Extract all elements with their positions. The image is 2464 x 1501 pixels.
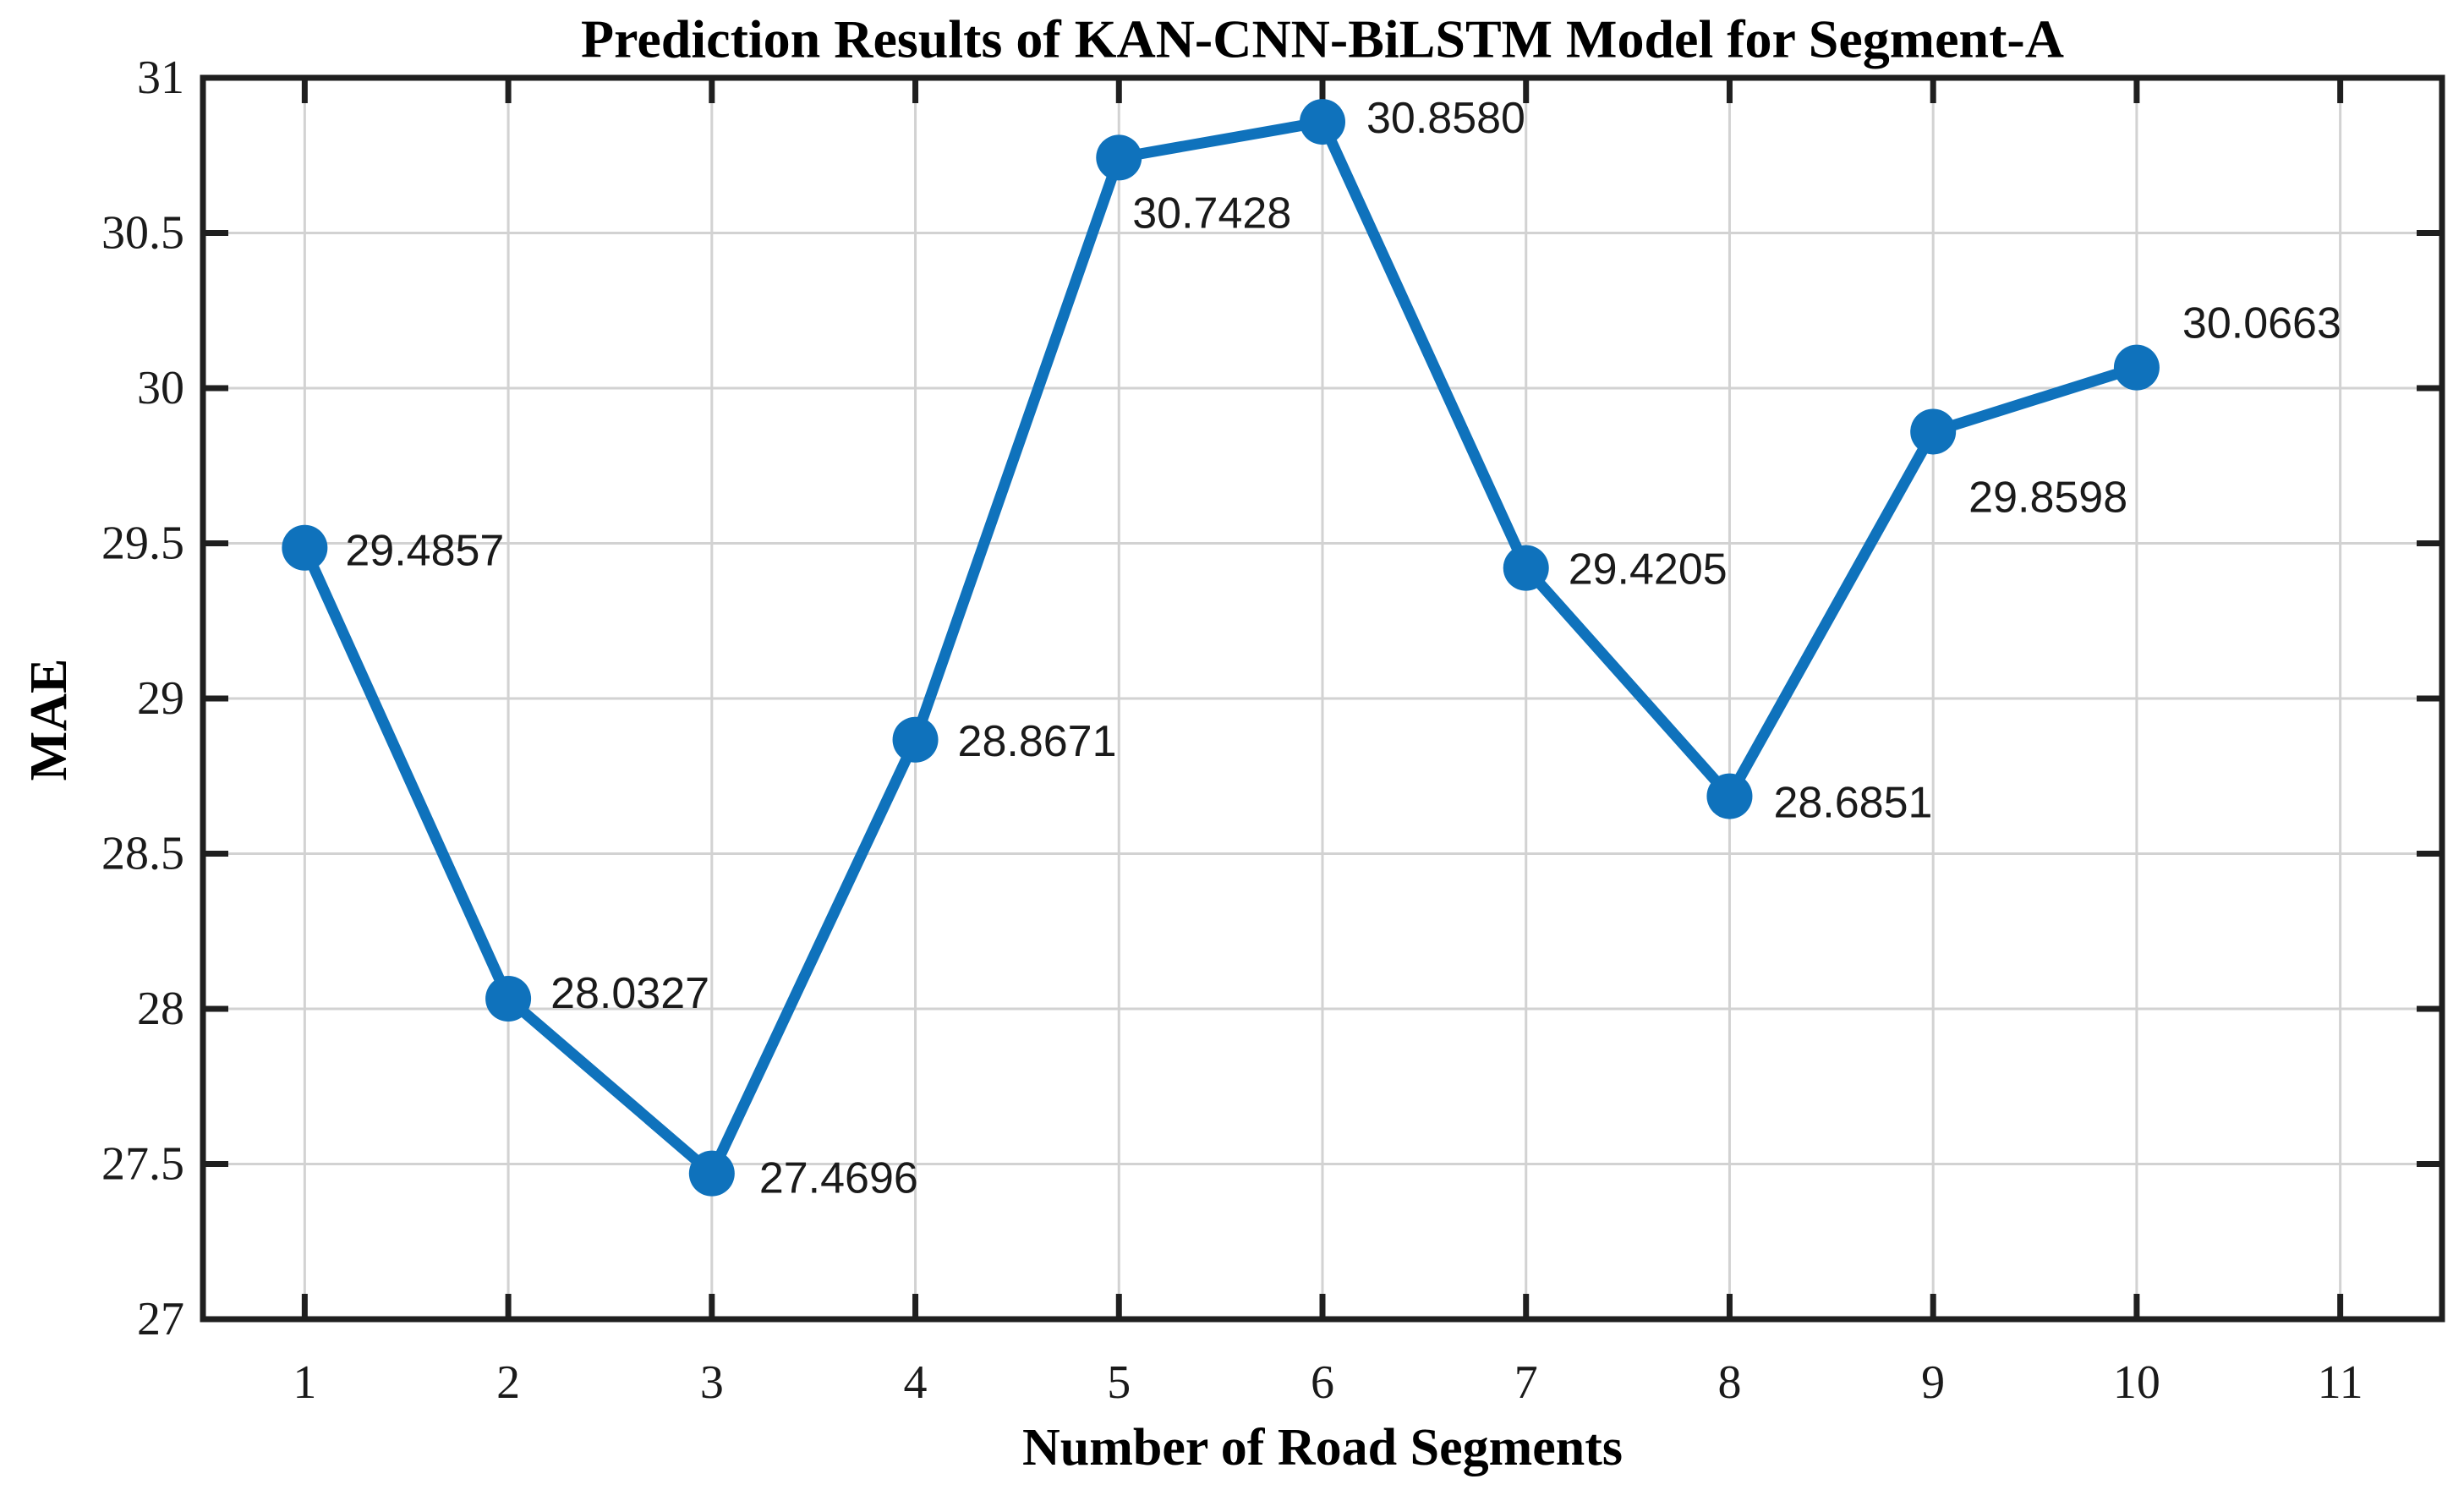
data-point-label-3: 27.4696: [759, 1154, 918, 1203]
data-point-marker-1: [282, 524, 328, 571]
y-tick-label: 29: [137, 672, 184, 725]
y-tick-label: 31: [137, 52, 184, 104]
data-point-marker-10: [2113, 344, 2160, 391]
data-point-label-10: 30.0663: [2182, 299, 2341, 348]
x-tick-label: 5: [1107, 1356, 1131, 1409]
data-point-label-1: 29.4857: [345, 527, 504, 576]
x-tick-label: 3: [700, 1356, 724, 1409]
data-point-label-5: 30.7428: [1132, 189, 1291, 238]
x-tick-label: 4: [904, 1356, 928, 1409]
chart-title: Prediction Results of KAN-CNN-BiLSTM Mod…: [581, 9, 2064, 69]
y-tick-label: 30.5: [101, 207, 184, 260]
data-point-marker-9: [1910, 408, 1957, 455]
data-point-label-8: 28.6851: [1773, 779, 1932, 828]
x-tick-label: 9: [1921, 1356, 1945, 1409]
x-tick-label: 11: [2318, 1356, 2363, 1409]
x-tick-label: 8: [1717, 1356, 1741, 1409]
y-tick-label: 28: [137, 983, 184, 1035]
data-point-marker-3: [688, 1150, 735, 1197]
data-point-marker-8: [1706, 773, 1753, 819]
y-tick-label: 30: [137, 362, 184, 414]
x-tick-label: 7: [1514, 1356, 1538, 1409]
x-axis-label: Number of Road Segments: [1022, 1419, 1623, 1476]
data-point-label-9: 29.8598: [1968, 473, 2127, 522]
grid-group: [203, 78, 2442, 1319]
x-tick-label: 1: [293, 1356, 316, 1409]
y-axis-label: MAE: [20, 659, 78, 781]
data-point-label-7: 29.4205: [1569, 545, 1728, 594]
data-point-marker-5: [1096, 134, 1142, 181]
x-tick-label: 10: [2113, 1356, 2160, 1409]
tick-group: [203, 74, 2442, 1323]
y-tick-label: 27: [137, 1293, 184, 1345]
y-tick-label: 27.5: [101, 1138, 184, 1191]
marker-group: [282, 99, 2160, 1197]
data-point-marker-6: [1300, 99, 1345, 145]
y-tick-label: 29.5: [101, 518, 184, 570]
x-tick-label: 2: [496, 1356, 520, 1409]
data-point-marker-4: [892, 716, 939, 763]
data-point-label-6: 30.8580: [1366, 94, 1525, 143]
y-tick-label: 28.5: [101, 828, 184, 880]
data-point-marker-2: [485, 975, 532, 1022]
data-point-label-4: 28.8671: [958, 717, 1117, 766]
data-point-marker-7: [1503, 545, 1549, 591]
x-tick-label: 6: [1311, 1356, 1334, 1409]
series-line: [298, 116, 2143, 1180]
data-point-label-2: 28.0327: [550, 969, 709, 1018]
